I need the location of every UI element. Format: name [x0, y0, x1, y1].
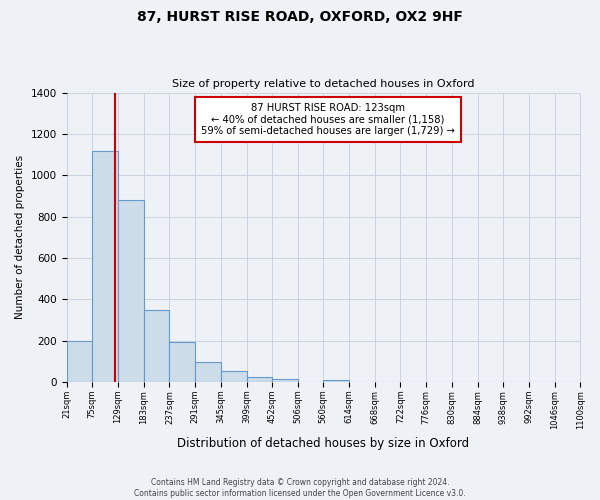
Y-axis label: Number of detached properties: Number of detached properties	[15, 155, 25, 320]
X-axis label: Distribution of detached houses by size in Oxford: Distribution of detached houses by size …	[178, 437, 470, 450]
Bar	[323, 380, 349, 382]
Bar	[169, 342, 195, 382]
Bar	[92, 152, 118, 382]
Text: 87 HURST RISE ROAD: 123sqm
← 40% of detached houses are smaller (1,158)
59% of s: 87 HURST RISE ROAD: 123sqm ← 40% of deta…	[201, 103, 455, 136]
Bar	[272, 379, 298, 382]
Bar	[118, 200, 143, 382]
Title: Size of property relative to detached houses in Oxford: Size of property relative to detached ho…	[172, 79, 475, 89]
Bar	[195, 362, 221, 382]
Bar	[221, 370, 247, 382]
Bar	[143, 310, 169, 382]
Bar	[247, 378, 272, 382]
Bar	[67, 340, 92, 382]
Text: Contains HM Land Registry data © Crown copyright and database right 2024.
Contai: Contains HM Land Registry data © Crown c…	[134, 478, 466, 498]
Text: 87, HURST RISE ROAD, OXFORD, OX2 9HF: 87, HURST RISE ROAD, OXFORD, OX2 9HF	[137, 10, 463, 24]
